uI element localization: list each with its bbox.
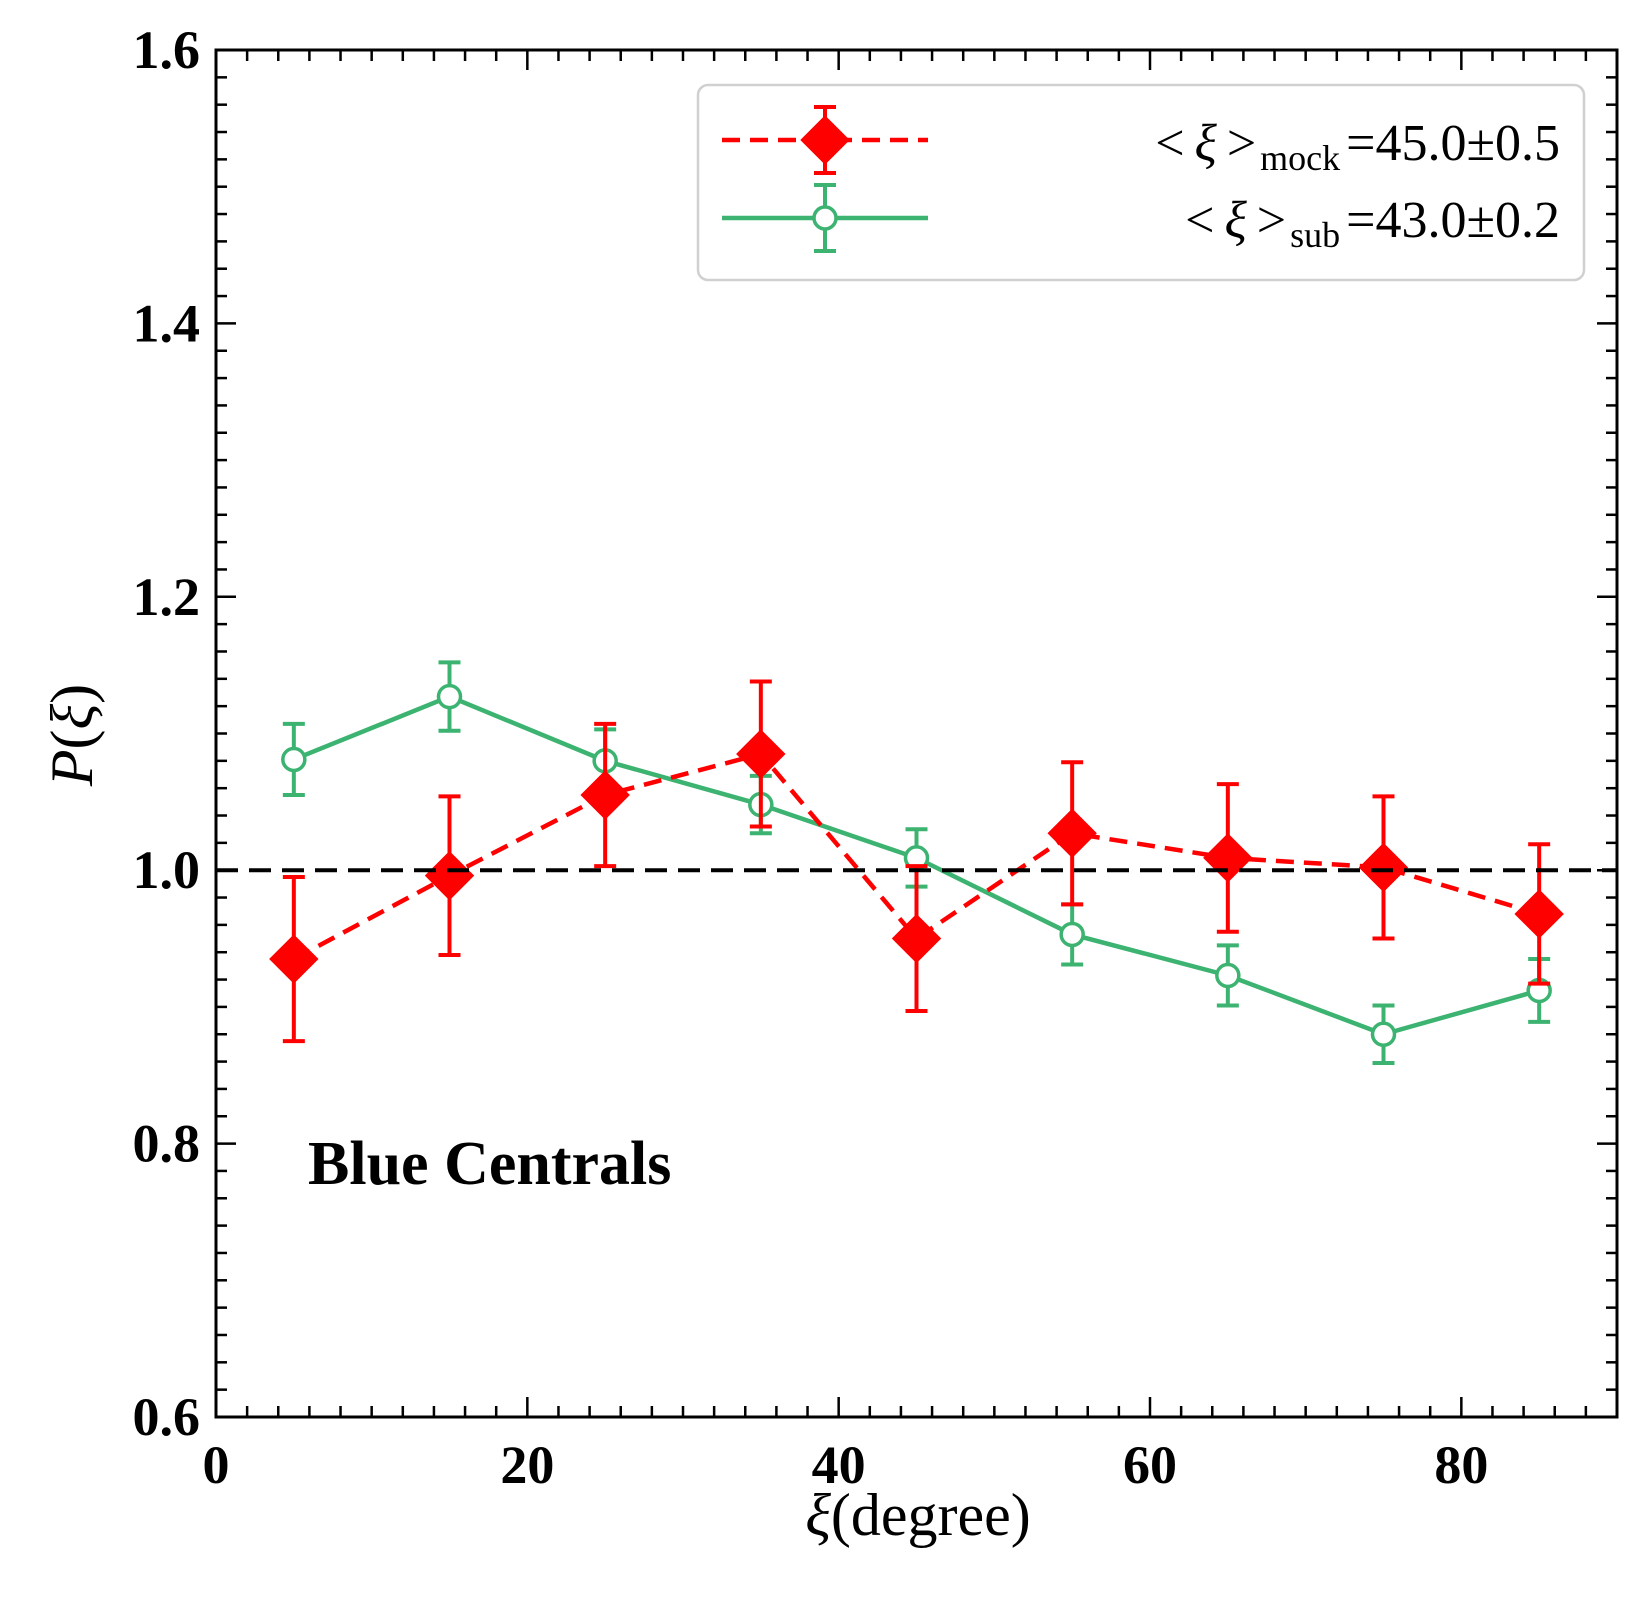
data-point-mock	[1358, 842, 1409, 893]
y-axis-open: (	[39, 730, 105, 750]
legend-marker-sub	[812, 205, 838, 231]
y-tick-label: 0.6	[133, 1387, 201, 1447]
y-axis-p: P	[39, 750, 105, 788]
legend-label-sub: < ξ > sub =43.0±0.2	[1185, 192, 1560, 255]
x-tick-label: 20	[500, 1435, 554, 1495]
data-point-mock	[424, 850, 475, 901]
data-point-mock	[269, 934, 319, 984]
data-point-sub	[1370, 1021, 1397, 1047]
data-point-mock	[891, 913, 942, 964]
legend-handle-sub	[722, 183, 928, 253]
data-point-sub	[1059, 921, 1085, 948]
y-tick-label: 1.2	[133, 567, 201, 627]
x-axis-label: ξ(degree)	[805, 1482, 1031, 1548]
y-axis-close: )	[39, 684, 105, 704]
y-tick-label: 1.0	[133, 840, 201, 900]
x-axis-symbol: ξ	[805, 1482, 831, 1548]
data-point-sub	[436, 683, 463, 710]
y-axis-label: P(ξ)	[39, 684, 105, 787]
legend-handle-mock	[722, 105, 928, 175]
legend: < ξ > mock =45.0±0.5 < ξ > sub =43.0±0.2	[696, 83, 1586, 282]
x-tick-label: 80	[1434, 1435, 1488, 1495]
tick-labels: 0 20 40 60 80 0.6 0.8 1.0 1.2 1.4 1.6	[133, 20, 1489, 1495]
tick-marks	[214, 48, 1619, 1419]
legend-box	[696, 83, 1586, 282]
legend-marker-mock	[800, 115, 850, 165]
y-tick-label: 1.6	[133, 20, 201, 80]
data-point-mock	[1514, 889, 1564, 939]
y-tick-label: 1.4	[133, 293, 201, 353]
y-axis-symbol: ξ	[39, 704, 105, 730]
x-axis-unit: (degree)	[831, 1482, 1031, 1548]
data-point-mock	[736, 729, 786, 779]
series-line-mock	[292, 751, 1540, 962]
legend-label-mock: < ξ > mock =45.0±0.5	[1155, 115, 1560, 178]
x-tick-label: 0	[203, 1435, 230, 1495]
data-point-mock	[1047, 808, 1097, 858]
x-tick-label: 60	[1123, 1435, 1177, 1495]
data-point-sub	[281, 746, 307, 773]
x-tick-label: 40	[812, 1435, 866, 1495]
data-point-mock	[580, 770, 630, 820]
data-point-mock	[1203, 833, 1253, 883]
y-tick-label: 0.8	[133, 1114, 201, 1174]
annotation-blue-centrals: Blue Centrals	[308, 1130, 671, 1198]
series-layer	[269, 660, 1564, 1065]
data-point-sub	[1215, 962, 1241, 989]
